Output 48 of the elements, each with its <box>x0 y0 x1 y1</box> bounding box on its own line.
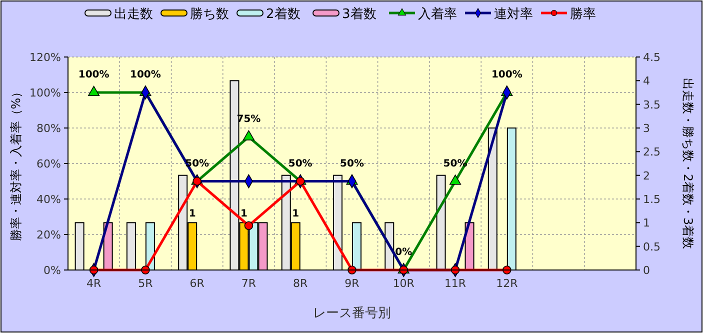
y-tick-label: 120% <box>30 51 61 64</box>
legend-label: 入着率 <box>418 6 457 22</box>
legend-label: 勝ち数 <box>190 7 229 22</box>
data-label: 0% <box>395 247 412 258</box>
y2-tick-label: 4 <box>643 74 650 88</box>
x-tick-label: 4R <box>86 277 102 290</box>
y2-tick-label: 2.5 <box>643 146 660 159</box>
y2-tick-label: 1.5 <box>643 193 660 206</box>
y-tick-label: 0% <box>44 264 61 277</box>
y2-axis-title: 出走数・勝ち数・2着数・3着数 <box>681 78 695 250</box>
y2-tick-label: 3 <box>643 122 650 135</box>
data-label: 50% <box>340 158 364 170</box>
data-label: 1 <box>292 208 300 220</box>
data-label: 100% <box>491 70 522 80</box>
x-tick-label: 9R <box>344 277 360 290</box>
y2-tick-label: 3.5 <box>643 98 660 112</box>
legend-label: 3着数 <box>342 6 376 22</box>
y-tick-label: 40% <box>36 193 61 206</box>
x-tick-label: 7R <box>241 277 256 290</box>
point <box>244 221 254 230</box>
y2-tick-label: 2 <box>643 169 650 182</box>
data-label: 1 <box>240 208 248 220</box>
y2-tick-label: 1 <box>643 216 650 230</box>
data-label: 100% <box>78 70 110 80</box>
y-axis-title: 勝率・連対率・入着率（%） <box>9 86 23 242</box>
data-label: 100% <box>130 70 161 80</box>
legend-label: 出走数 <box>114 7 153 22</box>
y2-tick-label: 0 <box>643 264 650 277</box>
x-tick-label: 10R <box>392 277 415 290</box>
y-tick-label: 100% <box>30 86 61 100</box>
x-tick-label: 11R <box>444 277 466 290</box>
legend-label: 連対率 <box>494 6 533 22</box>
data-label: 1 <box>188 208 196 220</box>
legend-label: 2着数 <box>266 6 300 22</box>
x-tick-label: 6R <box>190 277 205 290</box>
x-tick-label: 5R <box>138 277 154 290</box>
y-tick-label: 60% <box>36 158 61 170</box>
x-tick-label: 12R <box>496 277 518 290</box>
point <box>192 176 202 186</box>
x-axis-title: レース番号別 <box>313 306 391 321</box>
y-tick-label: 20% <box>36 228 61 242</box>
y-tick-label: 80% <box>36 122 61 135</box>
point <box>296 176 305 186</box>
y2-tick-label: 0.5 <box>643 240 660 254</box>
legend-label: 勝率 <box>570 6 596 22</box>
data-label: 50% <box>288 158 312 170</box>
x-tick-label: 8R <box>293 277 308 290</box>
y2-tick-label: 4.5 <box>643 51 660 64</box>
